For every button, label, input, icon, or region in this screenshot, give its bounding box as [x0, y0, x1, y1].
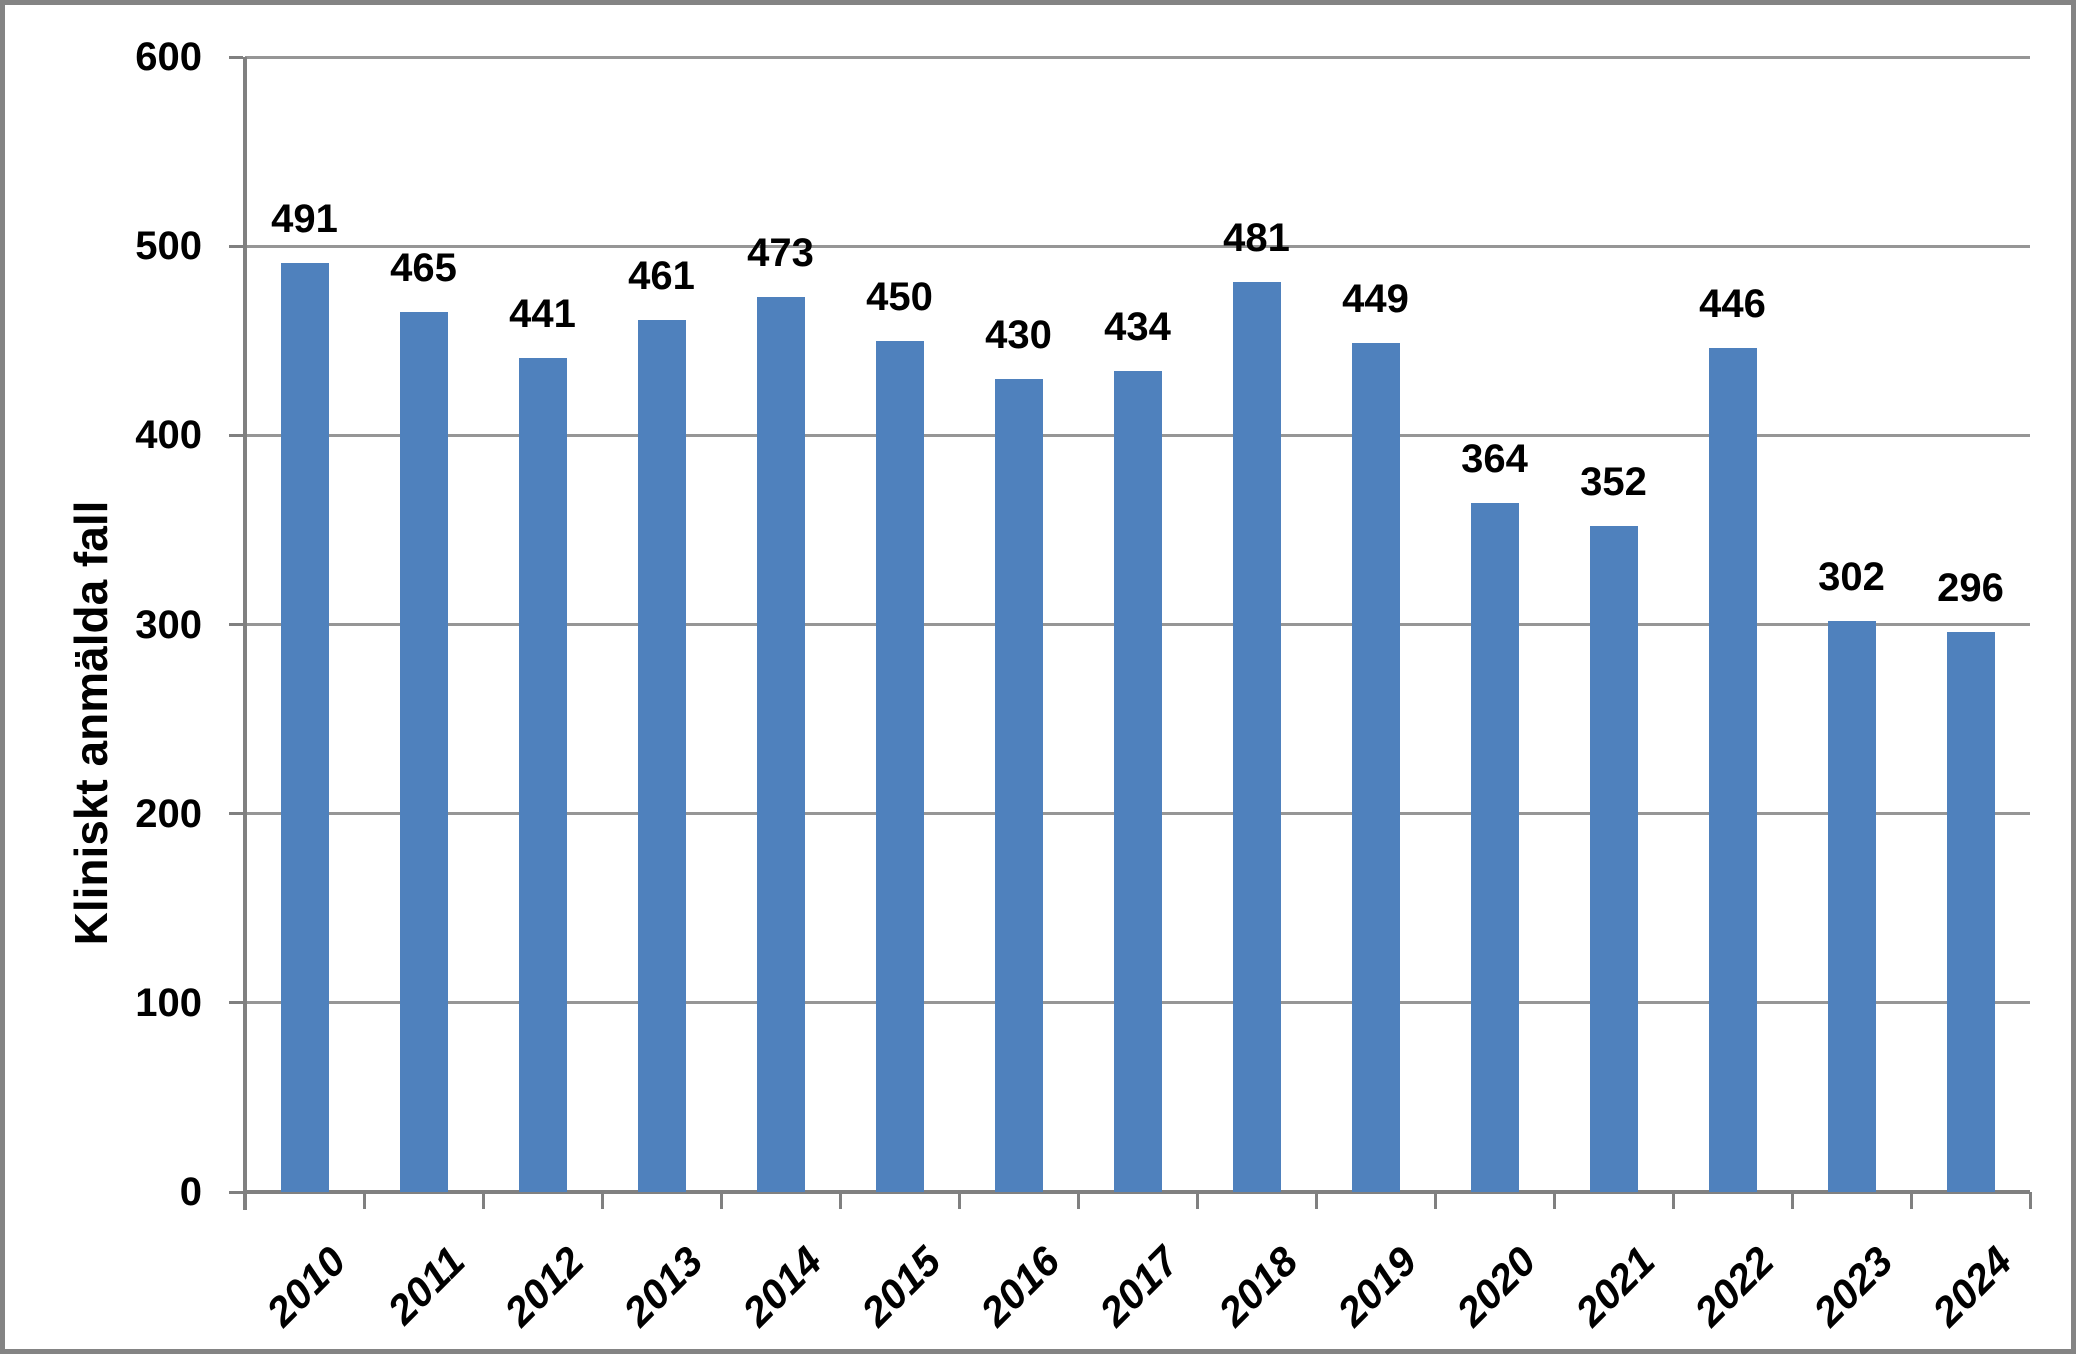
- x-axis-tick-8: [1195, 1192, 1199, 1209]
- y-tick-label-300: 300: [135, 602, 202, 647]
- x-axis-tick-9: [1314, 1192, 1318, 1209]
- bar-value-label-2015: 450: [866, 274, 933, 319]
- y-axis-tick-0: [229, 1190, 243, 1194]
- bar-value-label-2020: 364: [1461, 437, 1528, 482]
- bar-value-label-2011: 465: [390, 246, 457, 291]
- x-category-label-2021: 2021: [1566, 1237, 1664, 1335]
- x-axis-tick-13: [1790, 1192, 1794, 1209]
- x-category-label-2010: 2010: [257, 1237, 355, 1335]
- y-axis-line: [243, 57, 247, 1210]
- x-axis-tick-10: [1433, 1192, 1437, 1209]
- x-category-label-2023: 2023: [1804, 1237, 1902, 1335]
- bar-value-label-2021: 352: [1580, 460, 1647, 505]
- x-category-label-2020: 2020: [1447, 1237, 1545, 1335]
- x-axis-tick-4: [719, 1192, 723, 1209]
- bar-value-label-2013: 461: [628, 253, 695, 298]
- x-category-label-2012: 2012: [495, 1237, 593, 1335]
- bar-value-label-2018: 481: [1223, 216, 1290, 261]
- bar-2020: [1470, 503, 1519, 1192]
- x-axis-tick-6: [957, 1192, 961, 1209]
- gridline-600: [245, 55, 2030, 59]
- x-category-label-2018: 2018: [1209, 1237, 1307, 1335]
- x-category-label-2011: 2011: [379, 1237, 474, 1333]
- x-axis-tick-7: [1076, 1192, 1080, 1209]
- y-tick-label-200: 200: [135, 791, 202, 836]
- bar-2012: [518, 357, 567, 1192]
- bar-2017: [1113, 371, 1162, 1192]
- bar-value-label-2010: 491: [271, 197, 338, 242]
- x-axis-tick-3: [600, 1192, 604, 1209]
- y-axis-tick-300: [229, 623, 243, 626]
- bar-2022: [1708, 348, 1757, 1192]
- bar-2019: [1351, 342, 1400, 1192]
- bar-2015: [875, 340, 924, 1192]
- y-tick-label-600: 600: [135, 35, 202, 79]
- x-axis-tick-14: [1909, 1192, 1913, 1209]
- bar-2024: [1946, 632, 1995, 1192]
- bar-2011: [399, 312, 448, 1192]
- x-axis-tick-5: [838, 1192, 842, 1209]
- x-axis-tick-11: [1552, 1192, 1556, 1209]
- x-category-label-2014: 2014: [733, 1237, 831, 1335]
- bar-2010: [280, 263, 329, 1192]
- bar-value-label-2024: 296: [1937, 566, 2004, 611]
- bar-2018: [1232, 282, 1281, 1192]
- y-tick-label-400: 400: [135, 413, 202, 458]
- bar-value-label-2014: 473: [747, 231, 814, 276]
- bar-value-label-2012: 441: [509, 291, 576, 336]
- x-category-label-2022: 2022: [1685, 1237, 1783, 1335]
- x-axis-line: [245, 1190, 2030, 1194]
- bar-2023: [1827, 620, 1876, 1192]
- x-category-label-2016: 2016: [971, 1237, 1069, 1335]
- y-tick-label-0: 0: [179, 1170, 202, 1214]
- bar-2021: [1589, 526, 1638, 1192]
- y-axis-tick-200: [229, 812, 243, 816]
- x-axis-tick-2: [481, 1192, 485, 1209]
- bar-value-label-2016: 430: [985, 312, 1052, 357]
- bar-2014: [756, 297, 805, 1192]
- y-axis-title: Kliniskt anmälda fall: [65, 500, 117, 946]
- y-axis-tick-500: [229, 244, 243, 248]
- y-tick-label-100: 100: [135, 980, 202, 1025]
- gridline-500: [245, 244, 2030, 248]
- x-axis-tick-12: [1671, 1192, 1675, 1209]
- y-axis-tick-600: [229, 55, 243, 59]
- x-category-label-2017: 2017: [1090, 1237, 1188, 1335]
- x-category-label-2015: 2015: [852, 1237, 950, 1335]
- y-axis-tick-100: [229, 1001, 243, 1005]
- y-tick-label-500: 500: [135, 224, 202, 269]
- x-axis-tick-1: [362, 1192, 366, 1209]
- bar-2016: [994, 378, 1043, 1192]
- bar-2013: [637, 319, 686, 1192]
- plot-area: 491 2010 465 2011 441 2012 461 2013 473 2014 450 20…: [229, 55, 2032, 1335]
- bar-value-label-2023: 302: [1818, 554, 1885, 599]
- x-category-label-2024: 2024: [1923, 1237, 2021, 1335]
- bar-value-label-2017: 434: [1104, 305, 1171, 350]
- bar-value-label-2019: 449: [1342, 276, 1409, 321]
- bar-value-label-2022: 446: [1699, 282, 1766, 327]
- x-axis-tick-15: [2028, 1192, 2032, 1209]
- x-category-label-2019: 2019: [1328, 1237, 1426, 1335]
- x-category-label-2013: 2013: [614, 1237, 712, 1335]
- y-axis-tick-400: [229, 433, 243, 437]
